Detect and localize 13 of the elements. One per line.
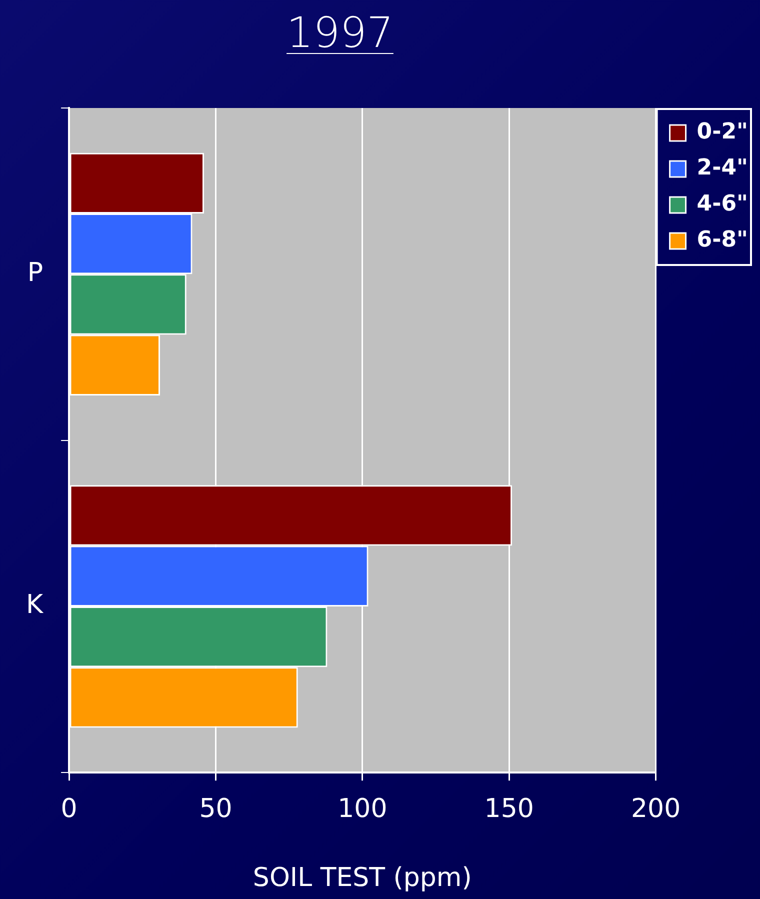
legend-label: 6-8" (696, 228, 748, 253)
y-tick-label: K (26, 590, 44, 620)
x-axis-title: SOIL TEST (ppm) (252, 863, 472, 894)
chart-title: 1997 (286, 8, 394, 57)
legend-label: 2-4" (696, 156, 748, 181)
x-tick-label: 100 (338, 794, 388, 824)
x-tick-label: 0 (60, 794, 78, 824)
x-tick-label: 200 (630, 794, 681, 824)
x-tick-label: 50 (199, 794, 232, 824)
legend-label: 0-2" (696, 120, 748, 145)
x-tick-label: 150 (484, 794, 534, 824)
legend-label: 4-6" (696, 192, 748, 217)
y-tick-label: P (27, 258, 44, 288)
